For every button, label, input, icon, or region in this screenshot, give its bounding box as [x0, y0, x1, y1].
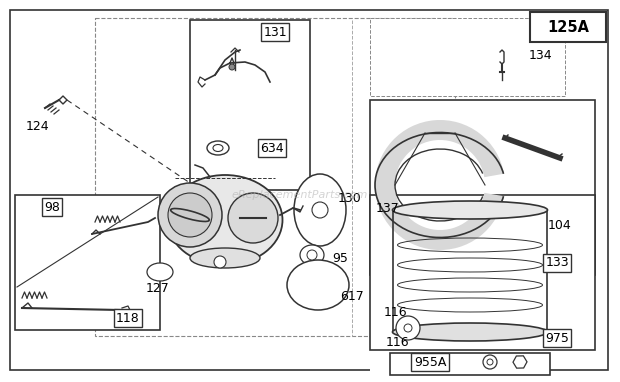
Ellipse shape — [300, 245, 324, 265]
Text: 134: 134 — [528, 49, 552, 62]
Text: 133: 133 — [545, 256, 569, 269]
Circle shape — [158, 183, 222, 247]
Bar — [390, 356, 530, 374]
Text: 95: 95 — [332, 251, 348, 264]
Text: 955A: 955A — [414, 356, 446, 369]
Text: 131: 131 — [263, 26, 287, 39]
Ellipse shape — [167, 175, 283, 265]
Ellipse shape — [392, 323, 547, 341]
Circle shape — [229, 64, 235, 70]
Text: 127: 127 — [146, 282, 170, 295]
Text: 137: 137 — [376, 201, 400, 215]
Text: 104: 104 — [548, 219, 572, 231]
Ellipse shape — [147, 263, 173, 281]
Bar — [390, 353, 550, 375]
Wedge shape — [375, 120, 504, 250]
Circle shape — [487, 359, 493, 365]
Text: 116: 116 — [383, 306, 407, 319]
Circle shape — [228, 193, 278, 243]
Text: 124: 124 — [25, 120, 49, 133]
Text: 975: 975 — [545, 332, 569, 345]
Ellipse shape — [213, 144, 223, 152]
Text: 130: 130 — [338, 191, 362, 204]
Bar — [370, 18, 565, 96]
Ellipse shape — [190, 248, 260, 268]
Ellipse shape — [287, 260, 349, 310]
Bar — [370, 195, 595, 350]
Ellipse shape — [392, 201, 547, 219]
Bar — [370, 100, 595, 275]
Bar — [530, 12, 606, 42]
Circle shape — [404, 324, 412, 332]
Circle shape — [307, 250, 317, 260]
Bar — [370, 356, 545, 370]
Bar — [370, 358, 545, 374]
Bar — [15, 195, 160, 330]
Circle shape — [312, 202, 328, 218]
Circle shape — [483, 355, 497, 369]
Circle shape — [214, 256, 226, 268]
Bar — [95, 18, 455, 336]
Text: 125A: 125A — [547, 19, 589, 34]
Text: 634: 634 — [260, 141, 284, 154]
Text: 617: 617 — [340, 290, 364, 303]
Bar — [190, 20, 310, 190]
Circle shape — [396, 316, 420, 340]
Ellipse shape — [207, 141, 229, 155]
Text: 98: 98 — [44, 201, 60, 214]
Text: 118: 118 — [116, 311, 140, 324]
Ellipse shape — [294, 174, 346, 246]
Text: 116: 116 — [385, 335, 409, 348]
Text: eReplacementParts.com: eReplacementParts.com — [232, 190, 368, 200]
Circle shape — [168, 193, 212, 237]
